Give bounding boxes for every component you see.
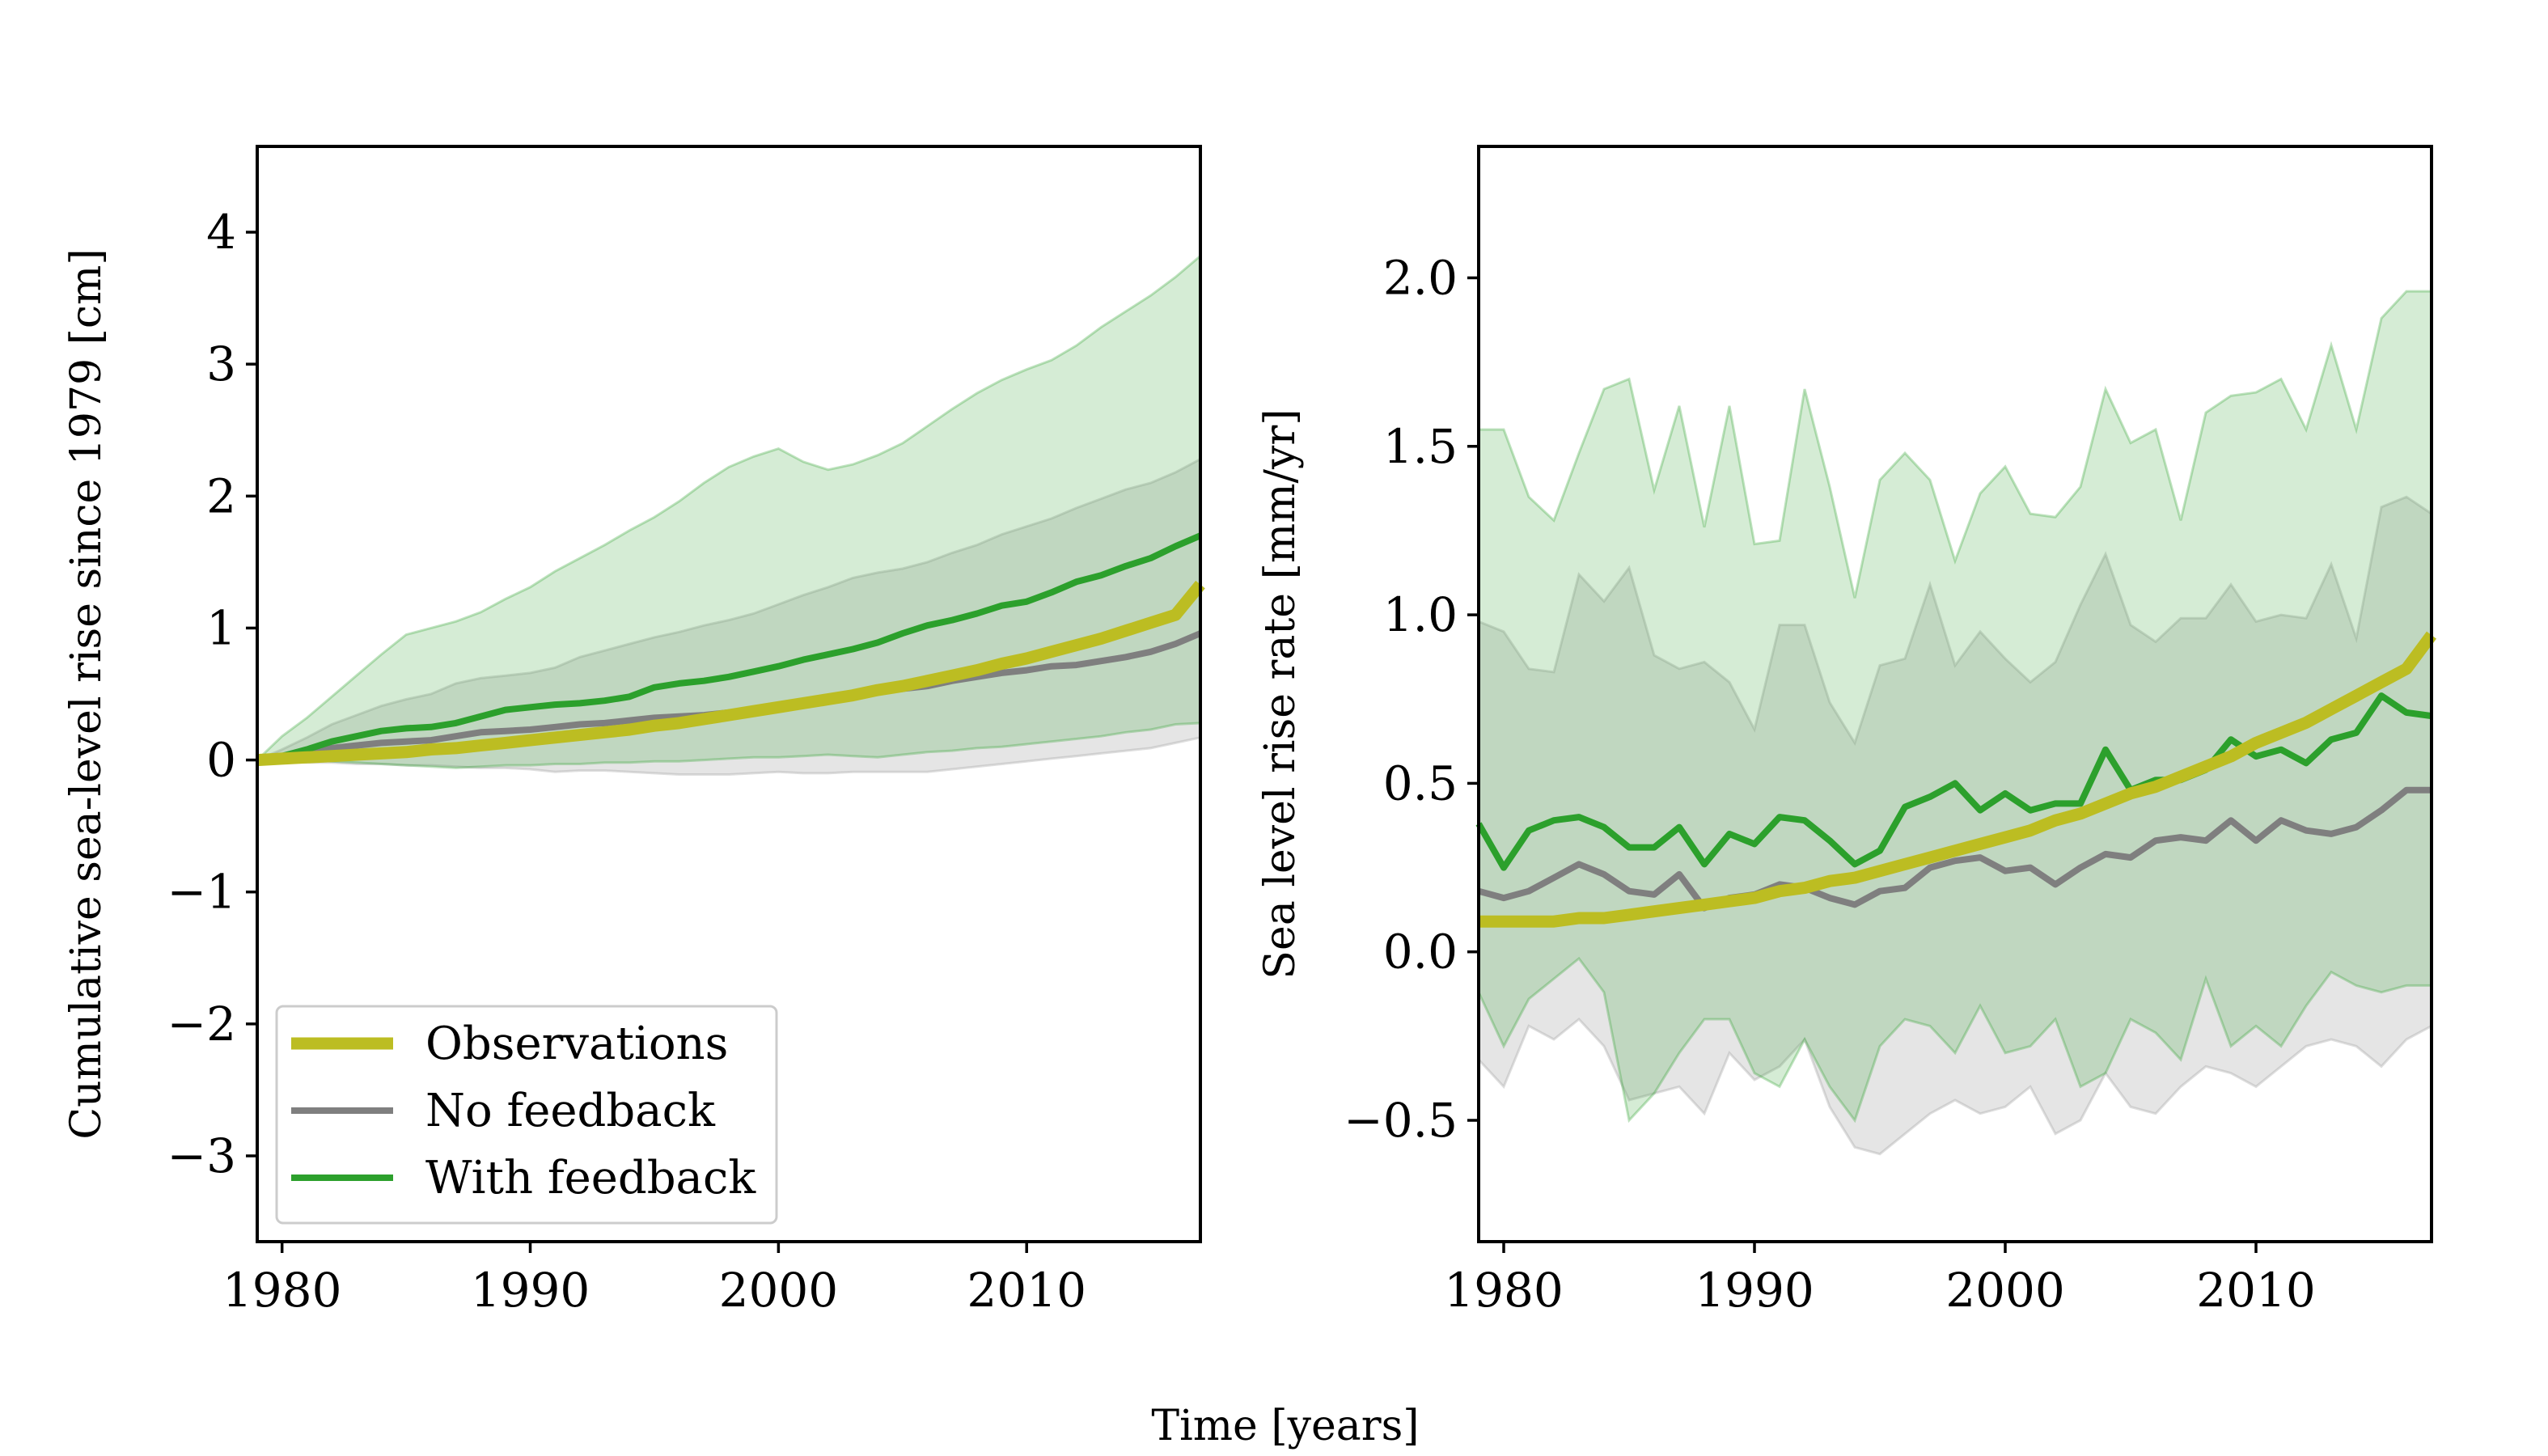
left-uncertainty-bands xyxy=(254,253,1202,776)
with-feedback-band-left xyxy=(254,253,1202,769)
x-tick-label: 2000 xyxy=(719,1263,839,1318)
y-tick-label: 2 xyxy=(206,468,236,523)
with-feedback-line-right xyxy=(1475,692,2432,871)
left-plot-frame xyxy=(256,145,1202,1243)
right-uncertainty-bands xyxy=(1477,290,2433,1156)
x-tick-label: 1990 xyxy=(471,1263,590,1318)
right-plot-frame xyxy=(1477,145,2433,1243)
y-tick-label: 1.5 xyxy=(1383,419,1458,474)
y-tick-label: −2 xyxy=(167,997,237,1052)
left-y-axis-ticks: −3 −2 −1 0 1 2 3 4 xyxy=(167,205,257,1183)
legend: Observations No feedback With feedback xyxy=(275,1005,778,1225)
right-series-lines xyxy=(1475,631,2437,928)
left-panel-cumulative-rise: 1980 1990 2000 2010 −3 −2 −1 0 1 2 3 4 Cumulative … xyxy=(62,145,1205,1318)
left-y-axis-label: Cumulative sea-level rise since 1979 [cm… xyxy=(62,248,111,1139)
y-tick-label: 3 xyxy=(206,336,236,392)
y-tick-label: −3 xyxy=(167,1128,237,1183)
right-panel-rise-rate: 1980 1990 2000 2010 −0.5 0.0 0.5 1.0 1.5 2.0 Sea… xyxy=(1256,145,2437,1318)
legend-label-with-feedback: With feedback xyxy=(425,1152,756,1204)
x-tick-label: 2010 xyxy=(2196,1263,2316,1318)
x-tick-label: 2000 xyxy=(1945,1263,2065,1318)
right-y-axis-ticks: −0.5 0.0 0.5 1.0 1.5 2.0 xyxy=(1344,250,1479,1148)
y-tick-label: 4 xyxy=(206,205,236,260)
right-y-axis-label: Sea level rise rate [mm/yr] xyxy=(1256,408,1305,979)
y-tick-label: 2.0 xyxy=(1383,250,1458,305)
y-tick-label: 0 xyxy=(206,733,236,788)
no-feedback-line-right xyxy=(1477,786,2432,912)
with-feedback-line-left xyxy=(256,532,1202,764)
y-tick-label: −0.5 xyxy=(1344,1093,1458,1148)
shared-x-axis-label: Time [years] xyxy=(1151,1402,1419,1450)
y-tick-label: 1 xyxy=(206,600,236,655)
with-feedback-band-right xyxy=(1477,290,2433,1124)
x-tick-label: 2010 xyxy=(967,1263,1086,1318)
y-tick-label: 1.0 xyxy=(1383,587,1458,642)
x-tick-label: 1980 xyxy=(1444,1263,1564,1318)
legend-label-observations: Observations xyxy=(425,1018,728,1070)
left-x-axis-ticks: 1980 1990 2000 2010 xyxy=(222,1242,1086,1318)
y-tick-label: −1 xyxy=(167,865,237,920)
legend-box xyxy=(275,1005,778,1225)
y-tick-label: 0.0 xyxy=(1383,925,1458,980)
observations-line-right xyxy=(1479,631,2437,928)
x-tick-label: 1980 xyxy=(222,1263,342,1318)
left-series-lines xyxy=(256,532,1205,767)
legend-label-no-feedback: No feedback xyxy=(425,1085,716,1137)
observations-line-left xyxy=(256,580,1205,767)
right-x-axis-ticks: 1980 1990 2000 2010 xyxy=(1444,1242,2316,1318)
y-tick-label: 0.5 xyxy=(1383,756,1458,811)
x-tick-label: 1990 xyxy=(1695,1263,1814,1318)
